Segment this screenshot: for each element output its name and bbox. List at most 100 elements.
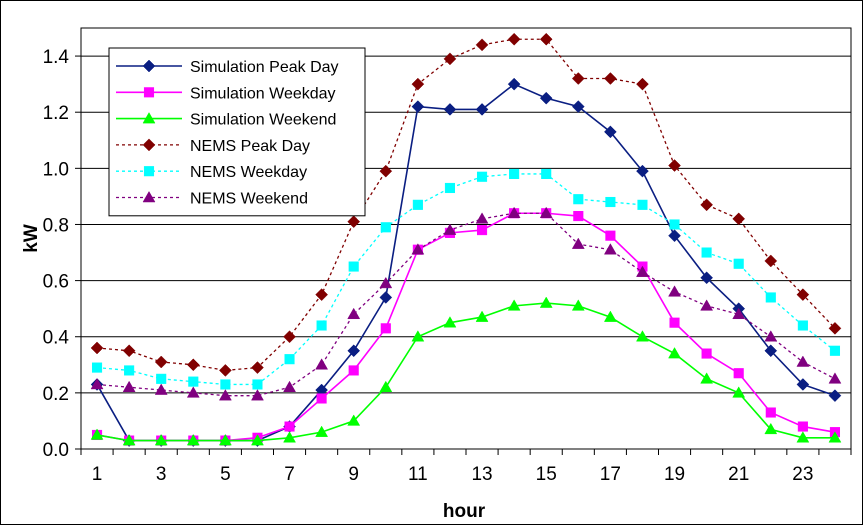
data-point xyxy=(475,103,489,116)
data-point xyxy=(571,299,585,311)
data-point xyxy=(475,38,489,52)
data-point xyxy=(347,307,361,320)
data-point xyxy=(797,320,808,331)
y-axis-ticks: 0.0 0.2 0.4 0.6 0.8 1.0 1.2 1.4 xyxy=(43,47,81,461)
x-axis-ticks: 1 3 5 7 9 11 13 15 17 19 21 23 xyxy=(80,449,852,485)
data-point xyxy=(122,434,136,446)
legend-item: NEMS Weekend xyxy=(116,191,308,208)
data-point xyxy=(412,199,423,210)
data-point xyxy=(604,72,617,85)
data-point xyxy=(348,261,359,272)
data-point xyxy=(796,431,810,443)
x-axis-title: hour xyxy=(443,501,486,522)
data-point xyxy=(379,380,393,393)
legend-label: Simulation Peak Day xyxy=(190,59,339,76)
data-point xyxy=(251,434,264,446)
data-point xyxy=(605,196,616,208)
data-point xyxy=(347,414,361,426)
data-point xyxy=(507,206,521,218)
data-point xyxy=(571,100,585,113)
data-point xyxy=(605,230,616,241)
data-point xyxy=(765,407,776,418)
data-point xyxy=(636,164,649,178)
data-point xyxy=(507,32,521,46)
data-point xyxy=(124,365,135,376)
legend-item: Simulation Weekday xyxy=(116,85,336,102)
data-point xyxy=(315,288,328,301)
data-point xyxy=(669,219,680,230)
data-point xyxy=(733,368,744,379)
data-point xyxy=(733,258,744,269)
data-point xyxy=(732,386,746,398)
data-point xyxy=(573,194,584,205)
series-line xyxy=(96,302,835,442)
data-point xyxy=(188,376,199,387)
data-point xyxy=(348,365,359,376)
x-tick-label: 7 xyxy=(284,464,295,485)
data-point xyxy=(829,345,841,356)
legend-item: Simulation Weekend xyxy=(116,112,336,129)
x-tick-label: 11 xyxy=(408,464,428,485)
data-point xyxy=(668,159,681,172)
data-point xyxy=(541,168,552,179)
y-tick-label: 0.6 xyxy=(43,272,69,293)
data-point xyxy=(380,222,391,233)
data-point xyxy=(796,288,810,301)
data-point xyxy=(90,341,104,355)
data-point xyxy=(539,296,553,308)
data-point xyxy=(828,431,842,443)
data-point xyxy=(122,380,136,393)
data-point xyxy=(603,310,617,322)
data-point xyxy=(315,425,329,437)
data-point xyxy=(701,348,712,359)
data-point xyxy=(604,125,617,139)
data-point xyxy=(154,434,168,446)
data-point xyxy=(539,91,553,105)
data-point xyxy=(637,199,648,210)
data-point xyxy=(154,355,168,369)
y-tick-label: 1.0 xyxy=(43,159,69,180)
x-tick-label: 15 xyxy=(536,464,557,485)
data-point xyxy=(668,285,681,297)
data-point xyxy=(765,292,776,303)
data-point xyxy=(347,344,361,358)
x-tick-label: 3 xyxy=(156,464,167,485)
data-point xyxy=(444,182,456,194)
data-point xyxy=(636,265,649,277)
data-point xyxy=(91,362,103,373)
data-point xyxy=(251,389,264,401)
legend-label: NEMS Weekday xyxy=(190,164,307,181)
data-point xyxy=(507,299,521,311)
data-point xyxy=(669,317,680,328)
data-point xyxy=(732,212,746,226)
y-tick-label: 1.4 xyxy=(43,47,70,68)
x-tick-label: 1 xyxy=(92,464,103,485)
data-point xyxy=(764,330,778,342)
data-point xyxy=(764,422,778,435)
data-point xyxy=(411,100,425,113)
data-point xyxy=(764,254,778,268)
data-point xyxy=(476,225,488,236)
data-point xyxy=(700,372,714,384)
data-point xyxy=(379,164,393,178)
data-point xyxy=(154,383,168,395)
data-point xyxy=(252,379,263,390)
data-point xyxy=(284,354,295,365)
legend-item: NEMS Peak Day xyxy=(116,138,310,155)
y-tick-label: 0.4 xyxy=(43,328,70,349)
data-point xyxy=(411,243,425,255)
y-tick-label: 1.2 xyxy=(43,103,69,124)
data-point xyxy=(443,223,457,235)
data-point xyxy=(796,378,810,391)
series-simulation-weekend xyxy=(90,296,842,446)
data-point xyxy=(636,77,649,91)
legend: Simulation Peak Day Simulation Weekday Sim… xyxy=(108,47,366,217)
legend-label: Simulation Weekend xyxy=(190,112,336,129)
data-point xyxy=(411,77,425,91)
data-point xyxy=(573,210,584,222)
data-point xyxy=(797,421,808,432)
data-point xyxy=(156,373,167,384)
data-point xyxy=(316,393,327,404)
series-layer xyxy=(90,32,842,447)
data-point xyxy=(732,307,746,320)
